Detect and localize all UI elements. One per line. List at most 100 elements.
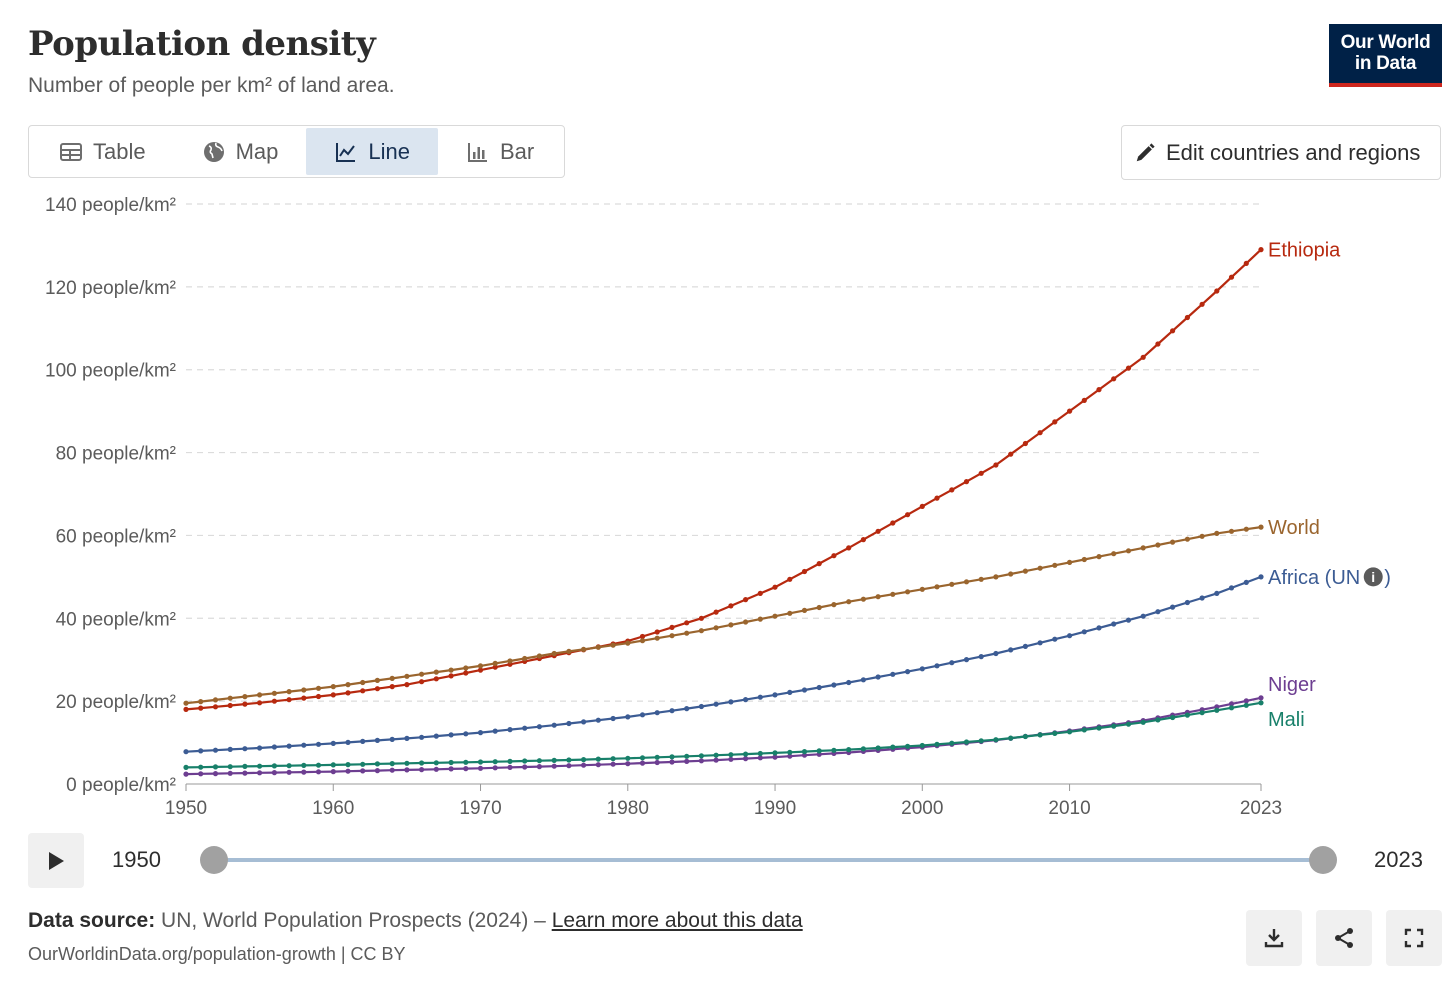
point-ethiopia-1957 bbox=[286, 697, 292, 703]
series-label-africa-un: Africa (UN bbox=[1268, 567, 1360, 589]
point-niger-1981 bbox=[639, 760, 646, 766]
globe-icon bbox=[203, 141, 224, 162]
point-mali-2008 bbox=[1037, 732, 1043, 738]
point-niger-1963 bbox=[374, 768, 380, 774]
point-mali-1979 bbox=[610, 756, 616, 762]
point-africa-un-1971 bbox=[492, 728, 498, 734]
point-ethiopia-1995 bbox=[846, 545, 852, 551]
timeline-end-handle[interactable] bbox=[1309, 846, 1337, 874]
tab-map[interactable]: Map bbox=[174, 128, 307, 175]
point-world-1997 bbox=[875, 594, 881, 600]
point-niger-1956 bbox=[271, 770, 277, 776]
point-africa-un-1974 bbox=[536, 724, 543, 730]
download-button[interactable] bbox=[1246, 910, 1302, 966]
play-button[interactable] bbox=[28, 833, 84, 888]
point-niger-1973 bbox=[522, 764, 528, 770]
point-niger-1965 bbox=[404, 767, 410, 773]
pencil-icon bbox=[1136, 142, 1155, 161]
timeline-start-handle[interactable] bbox=[200, 846, 228, 874]
point-niger-1975 bbox=[551, 763, 557, 769]
point-world-2017 bbox=[1170, 539, 1176, 545]
point-niger-1966 bbox=[419, 767, 425, 773]
series-label-close-paren: ) bbox=[1384, 567, 1391, 589]
point-niger-1961 bbox=[345, 768, 351, 774]
point-ethiopia-1953 bbox=[227, 702, 233, 709]
point-africa-un-1967 bbox=[433, 733, 439, 739]
point-world-1950 bbox=[183, 700, 189, 706]
point-world-2003 bbox=[963, 579, 970, 585]
point-africa-un-1972 bbox=[507, 727, 513, 733]
point-ethiopia-1985 bbox=[698, 615, 705, 621]
point-africa-un-1964 bbox=[389, 736, 395, 743]
point-ethiopia-2002 bbox=[949, 487, 955, 493]
point-africa-un-1991 bbox=[787, 689, 793, 695]
point-africa-un-2005 bbox=[993, 650, 999, 657]
fullscreen-button[interactable] bbox=[1386, 910, 1442, 966]
point-mali-2012 bbox=[1096, 725, 1102, 731]
point-niger-1991 bbox=[787, 753, 793, 759]
point-africa-un-1994 bbox=[831, 682, 837, 688]
point-niger-1992 bbox=[801, 752, 808, 758]
point-africa-un-1996 bbox=[860, 677, 867, 683]
source-text: UN, World Population Prospects (2024) – bbox=[155, 909, 552, 932]
point-ethiopia-2004 bbox=[978, 470, 984, 476]
tab-line[interactable]: Line bbox=[306, 128, 438, 175]
point-ethiopia-1990 bbox=[772, 584, 778, 590]
point-africa-un-2016 bbox=[1155, 609, 1161, 615]
point-mali-2010 bbox=[1067, 729, 1073, 735]
series-label-mali: Mali bbox=[1268, 709, 1305, 731]
point-world-1981 bbox=[639, 638, 646, 644]
series-label-niger: Niger bbox=[1268, 674, 1316, 696]
point-ethiopia-2001 bbox=[934, 495, 940, 501]
point-world-1999 bbox=[905, 589, 911, 595]
y-tick-label-60: 60 people/km² bbox=[56, 526, 176, 547]
point-world-2002 bbox=[949, 581, 955, 587]
y-tick-label-140: 140 people/km² bbox=[45, 195, 176, 216]
point-mali-1990 bbox=[772, 750, 778, 756]
point-africa-un-2018 bbox=[1184, 599, 1190, 606]
x-tick-label-2023: 2023 bbox=[1240, 798, 1282, 819]
bar-chart-icon bbox=[467, 142, 487, 162]
timeline-track[interactable] bbox=[214, 858, 1323, 862]
logo-line-2: in Data bbox=[1354, 53, 1417, 74]
share-button[interactable] bbox=[1316, 910, 1372, 966]
point-ethiopia-1952 bbox=[212, 704, 219, 710]
point-africa-un-1986 bbox=[713, 701, 719, 707]
point-world-2005 bbox=[993, 574, 999, 580]
point-mali-1983 bbox=[669, 754, 675, 760]
source-url[interactable]: OurWorldinData.org/population-growth | C… bbox=[28, 944, 406, 964]
point-niger-1978 bbox=[595, 762, 601, 768]
point-ethiopia-1996 bbox=[860, 537, 867, 543]
tab-bar[interactable]: Bar bbox=[438, 128, 562, 175]
point-world-1980 bbox=[625, 640, 631, 646]
edit-countries-button[interactable]: Edit countries and regions bbox=[1121, 125, 1441, 180]
point-niger-2023 bbox=[1258, 695, 1264, 701]
point-africa-un-1985 bbox=[698, 703, 705, 710]
learn-more-link[interactable]: Learn more about this data bbox=[551, 909, 803, 932]
point-africa-un-1983 bbox=[669, 708, 675, 714]
point-mali-1998 bbox=[890, 744, 896, 750]
owid-logo[interactable]: Our World in Data bbox=[1329, 24, 1442, 87]
point-mali-2002 bbox=[949, 740, 955, 746]
point-ethiopia-1984 bbox=[684, 620, 690, 626]
point-ethiopia-2020 bbox=[1214, 288, 1220, 294]
series-label-world: World bbox=[1268, 517, 1320, 539]
point-africa-un-1970 bbox=[477, 730, 484, 736]
point-niger-1959 bbox=[315, 769, 322, 775]
point-world-1963 bbox=[374, 677, 380, 683]
point-africa-un-1997 bbox=[875, 674, 881, 680]
point-africa-un-1956 bbox=[271, 744, 277, 750]
page-title: Population density bbox=[28, 24, 376, 64]
point-mali-1971 bbox=[492, 759, 498, 765]
point-world-1952 bbox=[212, 697, 219, 703]
point-africa-un-2022 bbox=[1243, 579, 1249, 585]
tab-table[interactable]: Table bbox=[31, 128, 174, 175]
point-africa-un-1953 bbox=[227, 746, 233, 753]
point-africa-un-1999 bbox=[905, 669, 911, 675]
point-africa-un-1968 bbox=[448, 732, 454, 738]
point-africa-un-2000 bbox=[919, 666, 925, 672]
point-mali-2005 bbox=[993, 737, 999, 743]
point-africa-un-1987 bbox=[728, 699, 734, 705]
point-mali-1951 bbox=[198, 764, 204, 770]
point-ethiopia-1982 bbox=[654, 629, 660, 635]
